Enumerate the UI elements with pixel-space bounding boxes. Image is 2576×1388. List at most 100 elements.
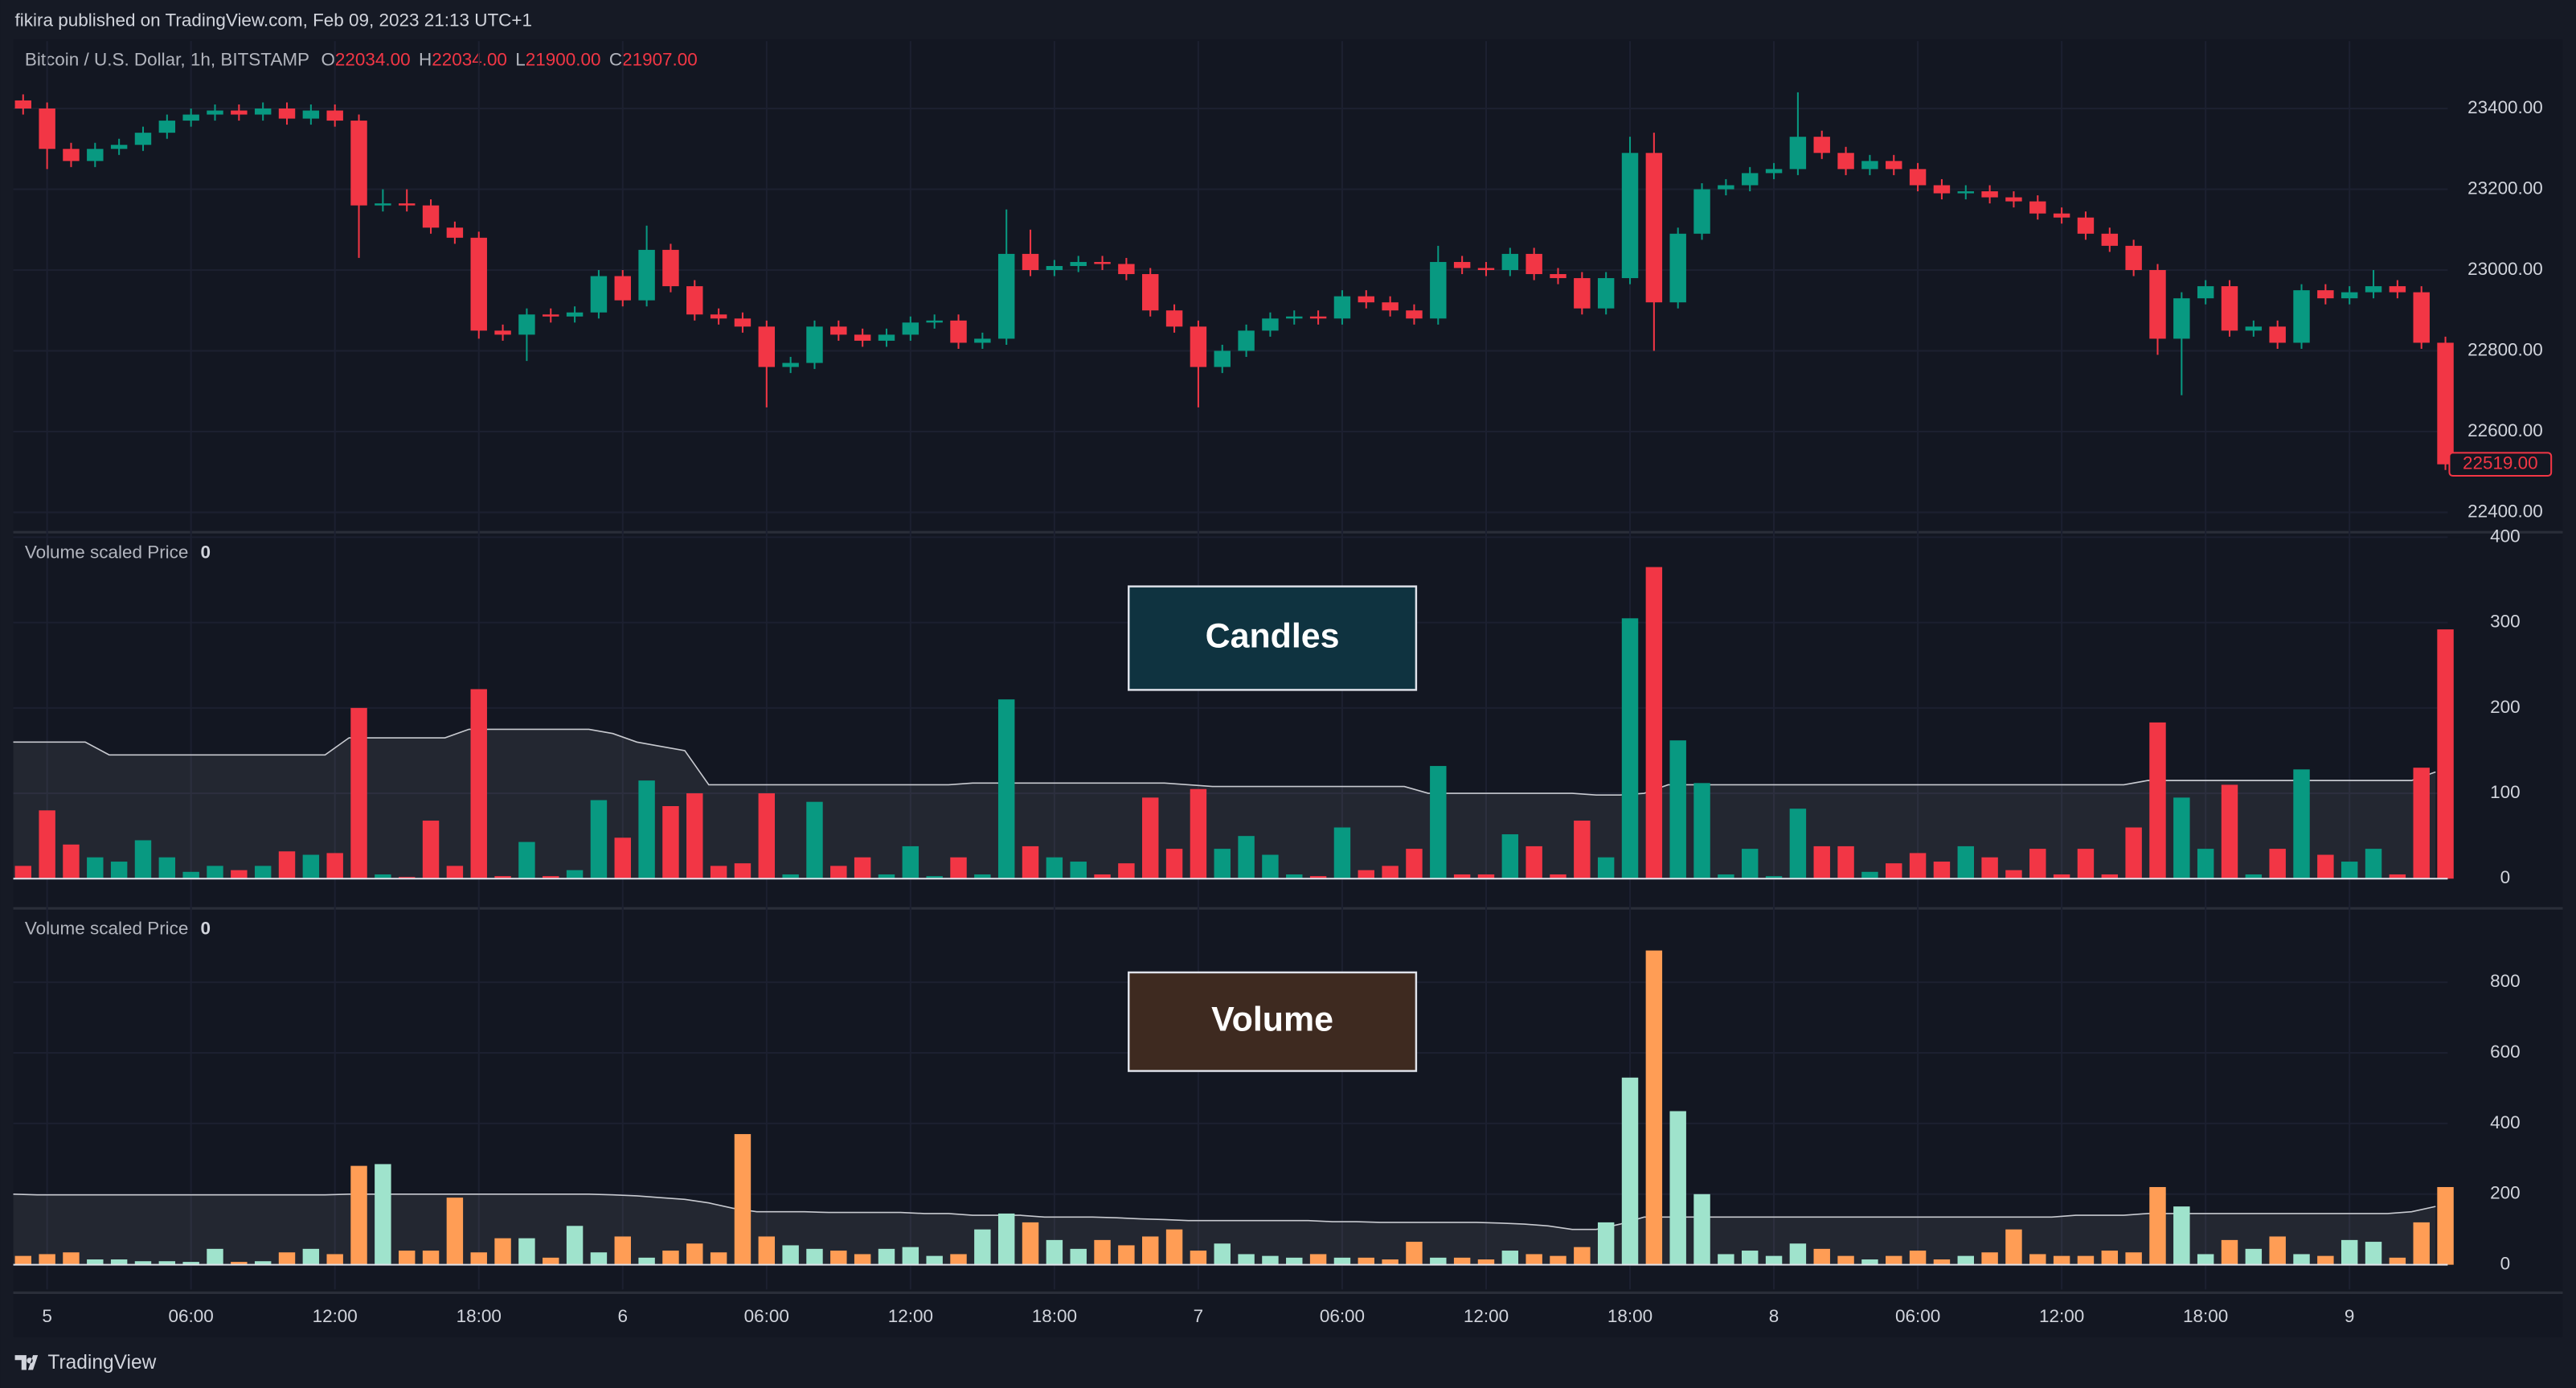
- candle-body: [494, 330, 511, 335]
- volume-bar: [1214, 1243, 1231, 1265]
- volume-bar: [1645, 567, 1663, 879]
- volume-bar: [758, 793, 776, 879]
- volume-bar: [2005, 870, 2022, 879]
- candle-body: [1981, 191, 1998, 198]
- candle-body: [1406, 310, 1423, 319]
- volume-bar: [1574, 821, 1591, 879]
- volume-bar: [1453, 874, 1471, 879]
- volume-bar: [2221, 1239, 2238, 1265]
- volume-bar: [422, 821, 440, 879]
- volume-bar: [1526, 1254, 1542, 1265]
- publish-header: fikira published on TradingView.com, Feb…: [15, 10, 532, 31]
- volume-bar: [350, 1165, 367, 1265]
- volume-bar: [14, 866, 32, 879]
- volume-bar: [231, 1262, 248, 1265]
- volume-bar: [14, 1255, 32, 1265]
- ohlc-key: L: [515, 50, 526, 70]
- volume-bar: [974, 874, 991, 879]
- candle-body: [518, 314, 535, 335]
- volume-bar: [302, 1248, 320, 1265]
- time-tick-label: 12:00: [888, 1306, 933, 1326]
- volume-bar: [326, 1254, 343, 1265]
- volume-bar: [566, 1226, 584, 1265]
- volume-bar: [350, 707, 367, 879]
- volume-bar: [2341, 862, 2358, 879]
- volume-bar: [63, 1252, 80, 1265]
- volume-bar: [1718, 874, 1734, 879]
- candle-body: [2341, 292, 2358, 299]
- candle-body: [2413, 292, 2430, 343]
- volume-bar: [902, 1247, 919, 1265]
- volume-bar: [950, 857, 967, 879]
- volume-bar: [2029, 849, 2046, 879]
- volume-bar: [1574, 1247, 1591, 1265]
- volume-bar: [782, 874, 799, 879]
- time-tick-label: 12:00: [2039, 1306, 2084, 1326]
- volume-bar: [1526, 845, 1542, 879]
- volume-bar: [662, 1251, 679, 1265]
- candle-body: [2029, 201, 2046, 214]
- volume-bar: [518, 1238, 535, 1265]
- volume-bar: [1909, 1251, 1927, 1265]
- candle-body: [997, 253, 1015, 339]
- volume-bar: [1190, 1251, 1207, 1265]
- volume-bar: [2005, 1229, 2022, 1265]
- volume-bar: [830, 1251, 847, 1265]
- candle-body: [1190, 326, 1207, 367]
- volume-bar: [1813, 1248, 1830, 1265]
- y-tick-label: 23000.00: [2467, 259, 2543, 279]
- volume-bar: [878, 1248, 895, 1265]
- volume-bar: [1837, 845, 1854, 879]
- candle-body: [2293, 290, 2310, 343]
- volume-bar: [1238, 1254, 1255, 1265]
- volume-bar: [1309, 1254, 1327, 1265]
- candle-body: [2317, 290, 2334, 299]
- volume-bar: [1597, 857, 1615, 879]
- volume-bar: [231, 870, 248, 879]
- volume-bar: [758, 1236, 776, 1265]
- time-tick-label: 06:00: [1320, 1306, 1365, 1326]
- volume-bar: [158, 1261, 176, 1265]
- candle-body: [1286, 316, 1303, 319]
- volume-bar: [1070, 862, 1087, 879]
- volume-bar: [566, 870, 584, 879]
- volume-bar: [2149, 722, 2166, 879]
- time-tick-label: 12:00: [313, 1306, 358, 1326]
- volume-bar: [134, 840, 152, 879]
- volume-bar: [1118, 1245, 1135, 1265]
- volume-bar: [494, 876, 511, 879]
- y-tick-label: 200: [2490, 697, 2521, 717]
- volume-bar: [1909, 853, 1927, 879]
- candle-body: [1957, 191, 1974, 194]
- candle-body: [1765, 169, 1783, 174]
- y-tick-label: 400: [2490, 526, 2521, 546]
- volume-bar: [63, 844, 80, 879]
- time-tick-label: 6: [618, 1306, 628, 1326]
- volume-bar: [638, 780, 655, 879]
- candle-body: [830, 326, 847, 335]
- time-tick-label: 18:00: [2183, 1306, 2228, 1326]
- volume-bar: [2293, 1254, 2310, 1265]
- volume-bar: [2437, 1186, 2454, 1265]
- volume-bar: [1669, 740, 1686, 879]
- y-tick-label: 100: [2490, 782, 2521, 802]
- volume-bar: [1358, 1257, 1375, 1265]
- volume-bar: [1382, 1259, 1399, 1265]
- volume-bar: [2173, 1206, 2190, 1265]
- candle-body: [110, 145, 128, 149]
- volume-bar: [2125, 1252, 2142, 1265]
- candle-body: [2389, 286, 2406, 293]
- candle-body: [1453, 261, 1471, 268]
- volume-bar: [2053, 874, 2070, 879]
- volume-bar: [614, 1236, 631, 1265]
- candle-body: [2077, 217, 2095, 234]
- average-line: [13, 1193, 2436, 1230]
- volume-bar: [2341, 1239, 2358, 1265]
- y-tick-label: 22600.00: [2467, 420, 2543, 440]
- candle-body: [470, 237, 487, 331]
- volume-bar: [2101, 874, 2119, 879]
- volume-bar: [1550, 874, 1566, 879]
- volume-bar: [734, 1134, 752, 1265]
- candle-body: [1693, 189, 1710, 234]
